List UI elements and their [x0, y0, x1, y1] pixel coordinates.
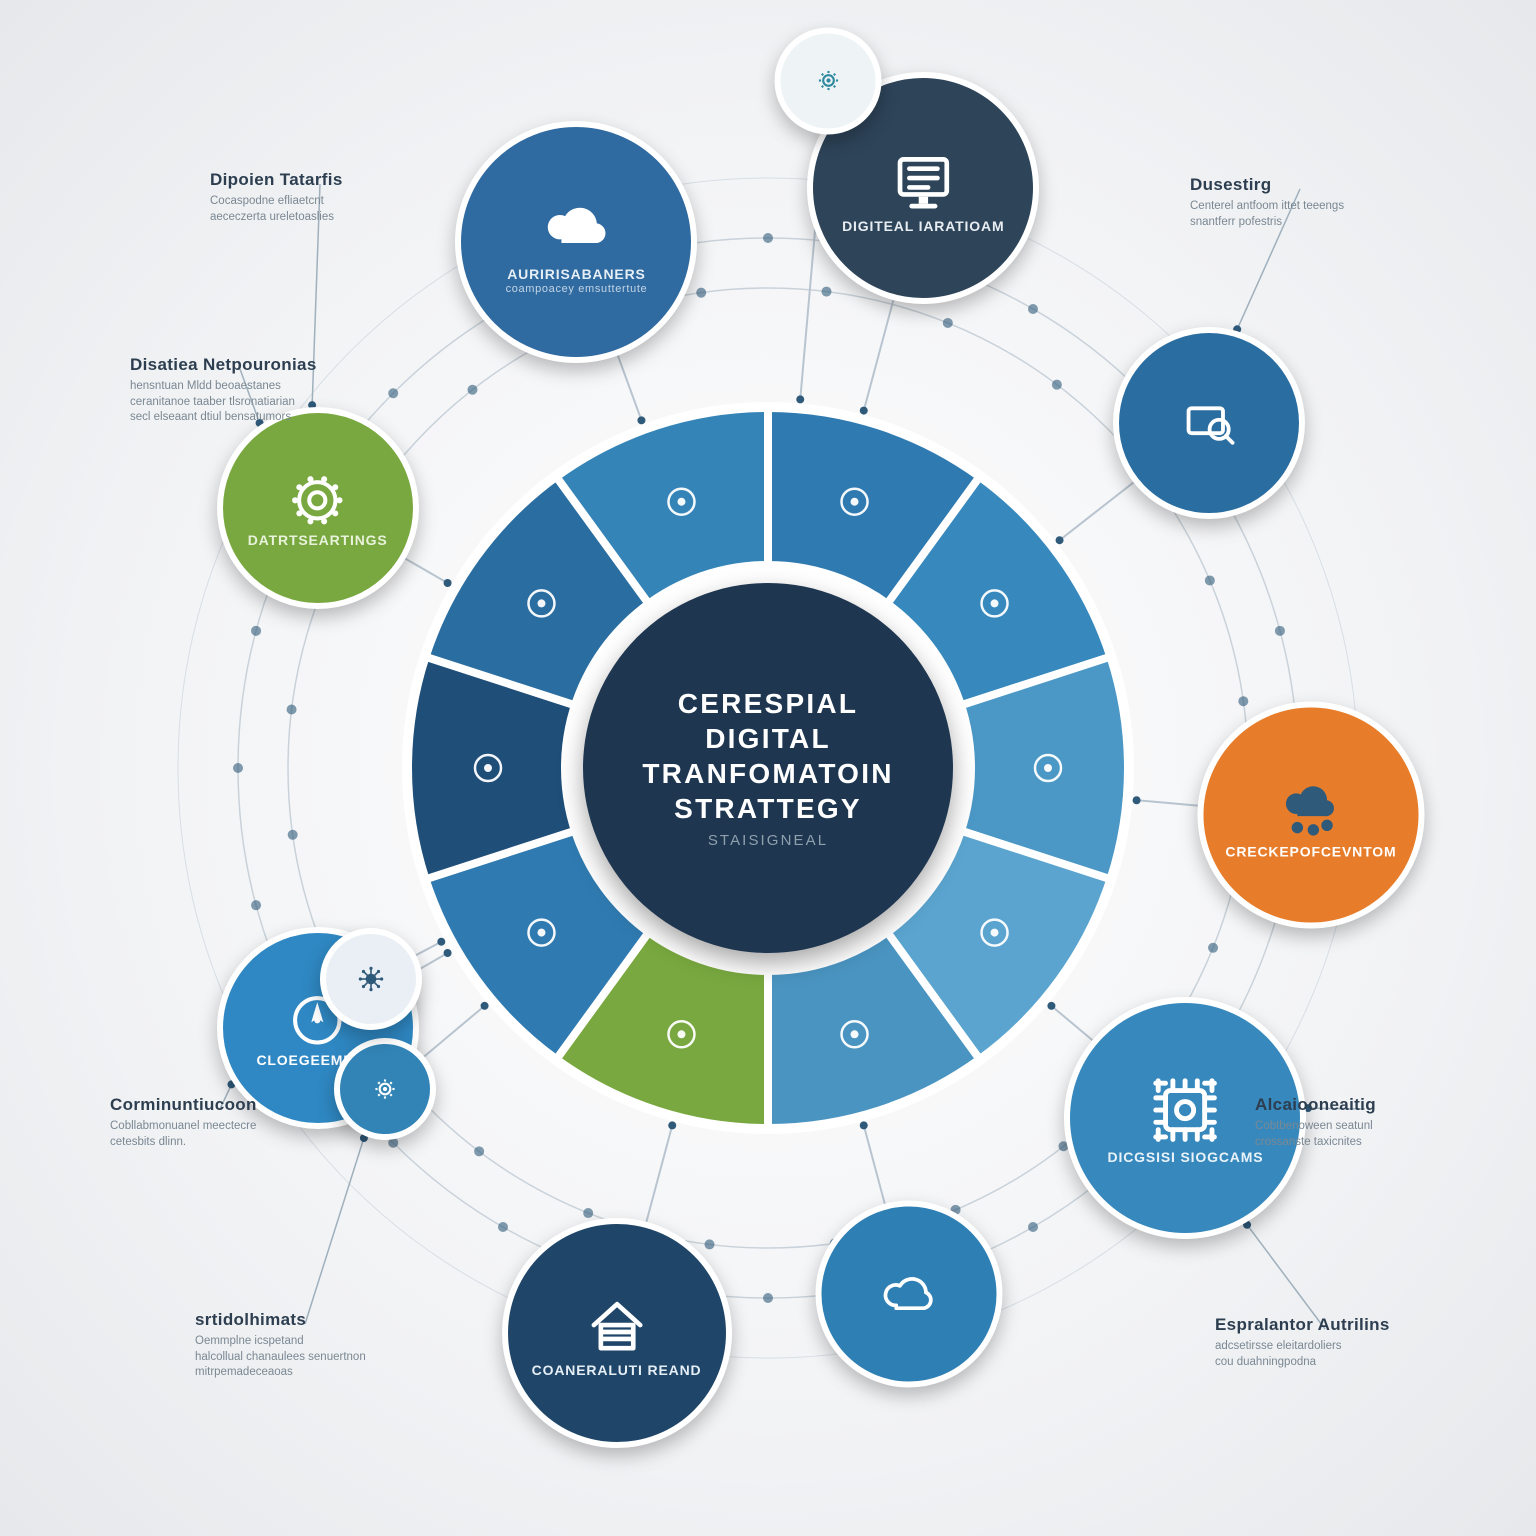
annotation-sub: Cobtbenoween seatunlcrossanste taxicnite… — [1255, 1119, 1376, 1150]
infographic-stage: CLOEGEEMEIRYDATRTSEARTINGSAURIRISABANERS… — [0, 0, 1536, 1536]
node-n-small-a — [334, 1038, 436, 1140]
annotation-sub: hensntuan Mldd beoaestanesceranitanoe ta… — [130, 379, 317, 426]
annotation-title: Espralantor Autrilins — [1215, 1315, 1390, 1335]
cloud-nodes-icon — [1274, 771, 1347, 844]
node-n-right-upper: AURIRISABANERScoampoacey emsuttertute — [455, 121, 697, 363]
monitor-icon — [886, 143, 961, 218]
annotation-sub: Cobllabmonuanel meectecrecetesbits dlinn… — [110, 1119, 257, 1150]
node-n-left-mid: COANERALUTI REAND — [502, 1218, 732, 1448]
gear-icon — [811, 64, 845, 98]
annotation-title: Corminuntiucoon — [110, 1095, 257, 1115]
node-n-small-b — [320, 928, 422, 1030]
annotation-a3: Dusestirg Centerel antfoom ittet teeengss… — [1190, 175, 1344, 230]
annotation-a1: Dipoien Tatarfis Cocaspodne efliaetcntaec… — [210, 170, 343, 225]
annotation-sub: Oemmplne icspetandhalcollual chanaulees … — [195, 1334, 366, 1381]
annotation-sub: Centerel antfoom ittet teeengssnantferr … — [1190, 199, 1344, 230]
node-label: CRECKEPOFCEVNTOM — [1215, 844, 1406, 860]
cloud-icon — [537, 188, 615, 266]
annotation-title: Dusestirg — [1190, 175, 1344, 195]
node-sublabel: coampoacey emsuttertute — [496, 283, 658, 296]
annotation-a7: Espralantor Autrilins adcsetirsse eleitar… — [1215, 1315, 1390, 1370]
annotation-a5: srtidolhimats Oemmplne icspetandhalcollua… — [195, 1310, 366, 1381]
screen-search-icon — [1179, 393, 1240, 454]
annotation-a2: Disatiea Netpouronias hensntuan Mldd beoa… — [130, 355, 317, 426]
annotation-a6: Alcaiooneaitig Cobtbenoween seatunlcrossa… — [1255, 1095, 1376, 1150]
node-n-far-right-small — [775, 27, 882, 134]
gear-icon — [368, 1072, 402, 1106]
annotation-title: Disatiea Netpouronias — [130, 355, 317, 375]
center-title: CERESPIALDIGITALTRANFOMATOINSTRATTEGYSTA… — [642, 686, 893, 851]
node-n-right-lower — [1113, 327, 1305, 519]
node-n-top-right: DATRTSEARTINGS — [217, 407, 419, 609]
node-n-left-lower — [816, 1201, 1003, 1388]
node-label: DATRTSEARTINGS — [238, 532, 398, 548]
node-label: COANERALUTI REAND — [522, 1362, 712, 1378]
chip-icon — [1146, 1071, 1224, 1149]
house-icon — [580, 1288, 654, 1362]
node-label: AURIRISABANERS — [497, 266, 656, 282]
center-hub: CERESPIALDIGITALTRANFOMATOINSTRATTEGYSTA… — [583, 583, 953, 953]
annotation-sub: adcsetirsse eleitardolierscou duahningpo… — [1215, 1339, 1390, 1370]
node-label: DICGSISI SIOGCAMS — [1098, 1149, 1274, 1165]
annotation-title: Alcaiooneaitig — [1255, 1095, 1376, 1115]
cloud-arc-icon — [879, 1265, 939, 1325]
gear-ring-icon — [285, 468, 350, 533]
node-n-bottom-right: CRECKEPOFCEVNTOM — [1197, 702, 1424, 929]
node-label: DIGITEAL IARATIOAM — [832, 218, 1014, 234]
annotation-sub: Cocaspodne efliaetcntaececzerta ureletoa… — [210, 194, 343, 225]
annotation-title: Dipoien Tatarfis — [210, 170, 343, 190]
annotation-a4: Corminuntiucoon Cobllabmonuanel meectecre… — [110, 1095, 257, 1150]
annotation-title: srtidolhimats — [195, 1310, 366, 1330]
virus-icon — [354, 962, 388, 996]
